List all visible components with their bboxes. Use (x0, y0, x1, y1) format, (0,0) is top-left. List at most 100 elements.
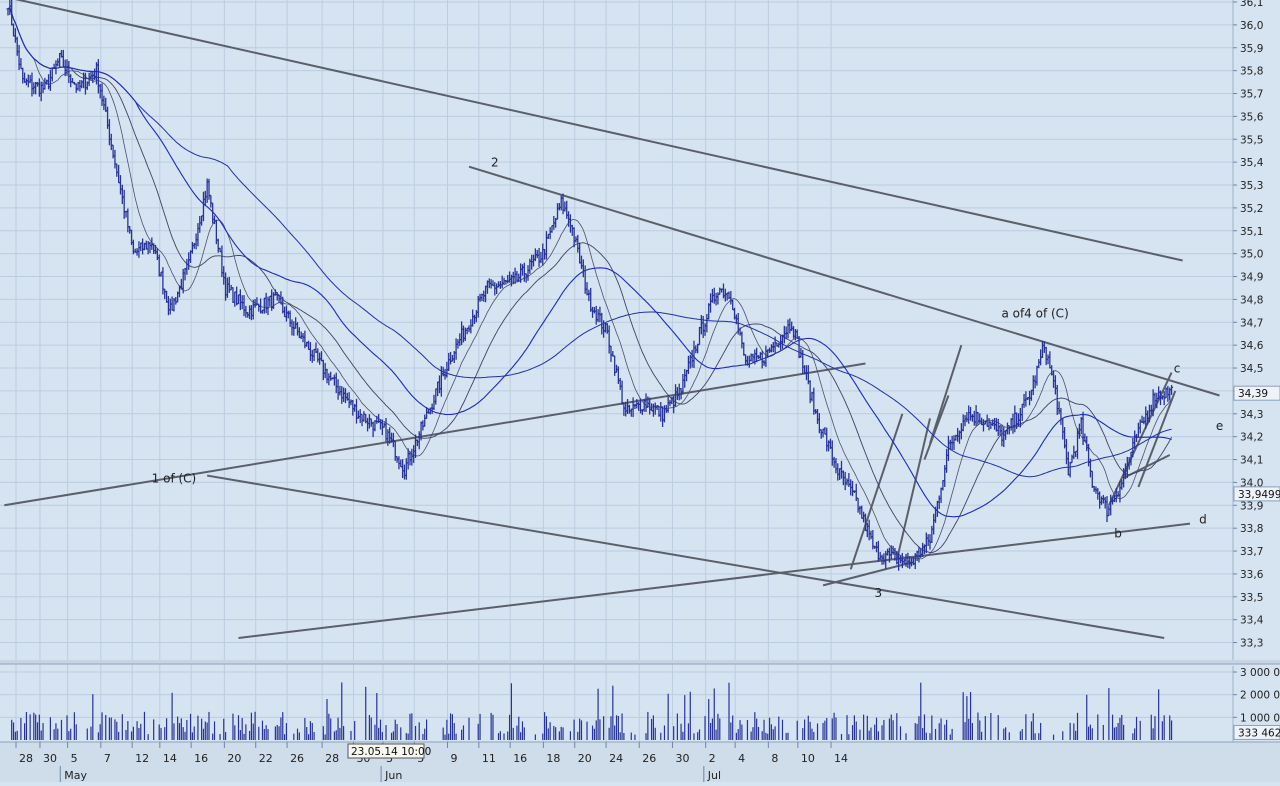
volume-tag-box (1233, 724, 1280, 740)
time-axis-background (0, 742, 1280, 782)
trendline (14, 0, 1183, 262)
trendline (849, 413, 904, 570)
day-label: 26 (290, 752, 304, 765)
price-tick-label: 35,7 (1240, 89, 1263, 101)
day-label: 22 (259, 752, 273, 765)
price-tick-label: 34,8 (1240, 294, 1263, 306)
price-tag-box (1233, 486, 1280, 502)
panel-divider[interactable] (0, 660, 1280, 664)
wave-label: 3 (875, 586, 883, 600)
price-tick-label: 33,3 (1240, 638, 1263, 650)
price-tick-label: 34,2 (1240, 432, 1263, 444)
wave-label: 2 (491, 156, 499, 170)
wave-label: d (1199, 513, 1207, 527)
price-bars (6, 0, 1174, 571)
cursor-time-label: 23.05.14 10:00 (351, 746, 431, 758)
moving-average-line (7, 6, 1172, 518)
day-label: 12 (135, 752, 149, 765)
price-tick-label: 35,2 (1240, 203, 1263, 215)
moving-averages (7, 6, 1172, 560)
price-tick-label: 36,1 (1240, 0, 1263, 9)
price-tick-label: 35,4 (1240, 157, 1264, 169)
moving-average-line (7, 6, 1172, 553)
moving-average-line (7, 6, 1172, 478)
day-label: 10 (801, 752, 815, 765)
time-axis: 2830571214162022262830359111618202426302… (15, 742, 848, 782)
day-label: 2 (709, 752, 716, 765)
volume-tick-label: 2 000 000 (1240, 690, 1280, 702)
price-tick-label: 33,6 (1240, 569, 1264, 581)
price-tick-label: 35,6 (1240, 111, 1264, 123)
price-tags: 34,39 33,9499 (1233, 385, 1280, 502)
day-label: 18 (546, 752, 560, 765)
price-tag-box (1233, 385, 1280, 401)
price-tick-label: 33,8 (1240, 523, 1263, 535)
trendline (238, 522, 1191, 639)
wave-label: e (1216, 419, 1223, 433)
wave-label: 1 of (C) (152, 471, 197, 485)
trendline (4, 362, 866, 507)
month-label: Jul (707, 769, 721, 782)
wave-label: b (1114, 526, 1122, 540)
trendlines (4, 0, 1220, 639)
wave-label: c (1174, 362, 1181, 376)
price-tick-label: 34,3 (1240, 409, 1263, 421)
volume-bars (11, 682, 1173, 740)
day-label: 11 (482, 752, 496, 765)
price-tick-label: 34,6 (1240, 340, 1264, 352)
price-tick-label: 35,3 (1240, 180, 1263, 192)
day-label: 28 (325, 752, 339, 765)
price-tag-label: 33,9499 (1238, 489, 1280, 501)
trendline (206, 474, 1165, 639)
price-tick-label: 34,9 (1240, 272, 1263, 284)
volume-tick-label: 3 000 000 (1240, 667, 1280, 679)
price-tick-label: 34,7 (1240, 317, 1263, 329)
day-label: 20 (227, 752, 241, 765)
price-tick-label: 35,0 (1240, 249, 1263, 261)
day-label: 20 (578, 752, 592, 765)
price-tick-label: 35,8 (1240, 66, 1263, 78)
volume-tick-label: 1 000 000 (1240, 712, 1280, 724)
price-tick-label: 34,1 (1240, 455, 1263, 467)
price-axis: 36,1 36,0 35,9 35,8 35,7 35,6 35,5 35,4 35,3 35,2… (1233, 0, 1264, 650)
day-label: 4 (738, 752, 745, 765)
price-tick-label: 33,5 (1240, 592, 1263, 604)
day-label: 9 (450, 752, 457, 765)
price-tick-label: 35,1 (1240, 226, 1263, 238)
day-label: 8 (771, 752, 778, 765)
day-label: 24 (609, 752, 623, 765)
price-tick-label: 35,5 (1240, 134, 1263, 146)
trendline (468, 165, 1220, 397)
moving-average-line (7, 6, 1172, 560)
price-tick-label: 36,0 (1240, 20, 1263, 32)
day-label: 26 (642, 752, 656, 765)
price-tick-label: 33,4 (1240, 615, 1264, 627)
day-label: 28 (19, 752, 33, 765)
horizontal-gridlines (0, 1, 1233, 644)
wave-label: a of4 of (C) (1001, 307, 1068, 321)
volume-axis: 3 000 000 2 000 000 1 000 000 333 462 (1233, 667, 1280, 740)
price-tick-label: 33,7 (1240, 546, 1263, 558)
trendline (923, 395, 950, 460)
day-label: 7 (104, 752, 111, 765)
day-label: 16 (513, 752, 527, 765)
month-label: May (64, 769, 87, 782)
cursor-time-box (347, 743, 425, 759)
day-label: 5 (71, 752, 78, 765)
price-tag-label: 34,39 (1238, 388, 1268, 400)
trendline (1137, 390, 1177, 488)
price-tick-label: 35,9 (1240, 43, 1263, 55)
volume-tag-label: 333 462 (1238, 727, 1280, 739)
price-tick-label: 34,5 (1240, 363, 1263, 375)
day-label: 16 (194, 752, 208, 765)
day-label: 30 (43, 752, 57, 765)
wave-labels: 1 of (C) 2 3 a of4 of (C) b c d e (152, 156, 1224, 600)
price-tick-label: 33,9 (1240, 500, 1263, 512)
day-label: 14 (834, 752, 848, 765)
day-label: 14 (163, 752, 177, 765)
day-label: 30 (675, 752, 689, 765)
month-label: Jun (384, 769, 402, 782)
trendline (895, 418, 931, 561)
